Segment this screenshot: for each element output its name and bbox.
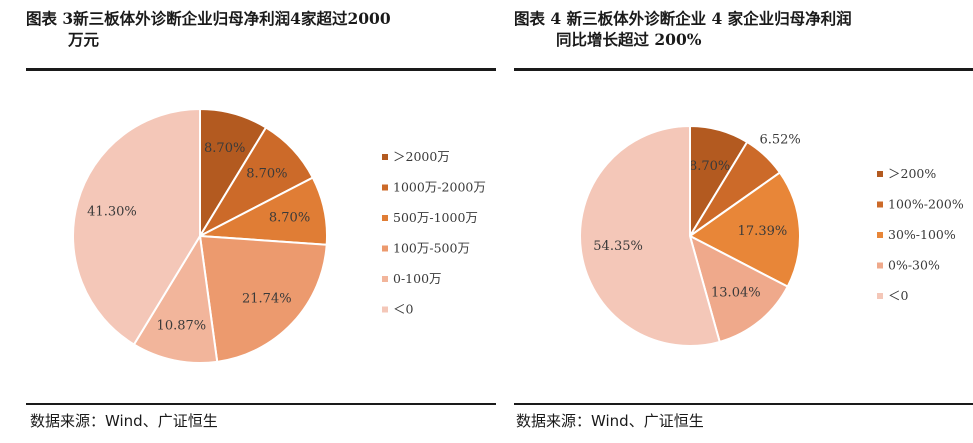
- right-title-line2: 同比增长超过 200%: [556, 30, 702, 49]
- right-legend-swatch-3: [877, 262, 883, 269]
- right-slice-label-0: 8.70%: [689, 159, 730, 174]
- left-legend-swatch-2: [382, 215, 388, 221]
- left-legend-swatch-4: [382, 276, 388, 282]
- right-source-note: 数据来源：Wind、广证恒生: [516, 412, 704, 430]
- right-title-line1: 图表 4 新三板体外诊断企业 4 家企业归母净利润: [514, 9, 852, 28]
- left-source-note: 数据来源：Wind、广证恒生: [30, 412, 218, 430]
- right-legend-swatch-4: [877, 293, 883, 299]
- left-slice-label-2: 8.70%: [269, 210, 310, 225]
- right-legend-swatch-1: [877, 201, 883, 208]
- left-figure-panel: 图表 3新三板体外诊断企业归母净利润4家超过2000 万元 8.70% 8.70%…: [26, 8, 496, 430]
- right-legend-label-3: 0%-30%: [888, 258, 940, 273]
- left-title-line1: 图表 3新三板体外诊断企业归母净利润4家超过2000: [26, 9, 391, 28]
- left-legend-label-5: ＜0: [393, 302, 414, 317]
- left-slice-3: [198, 234, 328, 363]
- right-slice-label-3: 13.04%: [711, 285, 761, 300]
- right-slice-4: [579, 124, 721, 347]
- right-slice-3: [688, 234, 790, 344]
- right-legend-label-2: 30%-100%: [888, 227, 956, 242]
- right-top-rule: [514, 68, 973, 71]
- left-slice-label-1: 8.70%: [246, 167, 287, 182]
- left-legend-swatch-5: [382, 306, 388, 313]
- right-pie-chart: 8.70% 6.52% 17.39% 13.04% 54.35% ＞200% 100%-20…: [579, 124, 964, 347]
- left-legend-label-0: ＞2000万: [393, 149, 450, 164]
- right-slice-label-2: 17.39%: [738, 224, 788, 239]
- left-legend-label-4: 0-100万: [393, 271, 442, 286]
- right-figure-title: 图表 4 新三板体外诊断企业 4 家企业归母净利润 同比增长超过 200%: [514, 8, 969, 50]
- right-bottom-rule: [514, 403, 973, 405]
- left-slice-label-5: 41.30%: [87, 204, 137, 219]
- right-figure-panel: 图表 4 新三板体外诊断企业 4 家企业归母净利润 同比增长超过 200% 8.…: [510, 0, 973, 443]
- left-legend-swatch-0: [382, 154, 388, 160]
- left-legend-label-3: 100万-500万: [393, 241, 470, 256]
- left-slice-label-0: 8.70%: [204, 141, 245, 156]
- right-legend-label-1: 100%-200%: [888, 197, 964, 212]
- left-slice-4: [132, 233, 219, 364]
- right-legend-swatch-0: [877, 171, 883, 177]
- right-slice-label-1: 6.52%: [759, 133, 800, 148]
- left-legend-label-1: 1000万-2000万: [393, 180, 486, 195]
- left-legend-swatch-1: [382, 184, 388, 191]
- left-slice-label-4: 10.87%: [157, 319, 207, 334]
- right-slice-label-4: 54.35%: [593, 239, 643, 254]
- left-legend-label-2: 500万-1000万: [393, 210, 478, 225]
- left-bottom-rule: [26, 403, 496, 405]
- right-legend-swatch-2: [877, 232, 883, 238]
- right-slice-2: [688, 171, 801, 288]
- left-legend-swatch-3: [382, 245, 388, 252]
- left-figure-title: 图表 3新三板体外诊断企业归母净利润4家超过2000 万元: [26, 8, 496, 50]
- right-legend-label-0: ＞200%: [888, 166, 936, 181]
- left-slice-5: [72, 107, 201, 346]
- right-legend-label-4: ＜0: [888, 288, 909, 303]
- left-top-rule: [26, 68, 496, 71]
- left-title-line2: 万元: [68, 30, 100, 49]
- left-pie-chart: 8.70%8.70%8.70%21.74%10.87%41.30%＞2000万1…: [72, 107, 486, 364]
- left-slice-label-3: 21.74%: [242, 291, 292, 306]
